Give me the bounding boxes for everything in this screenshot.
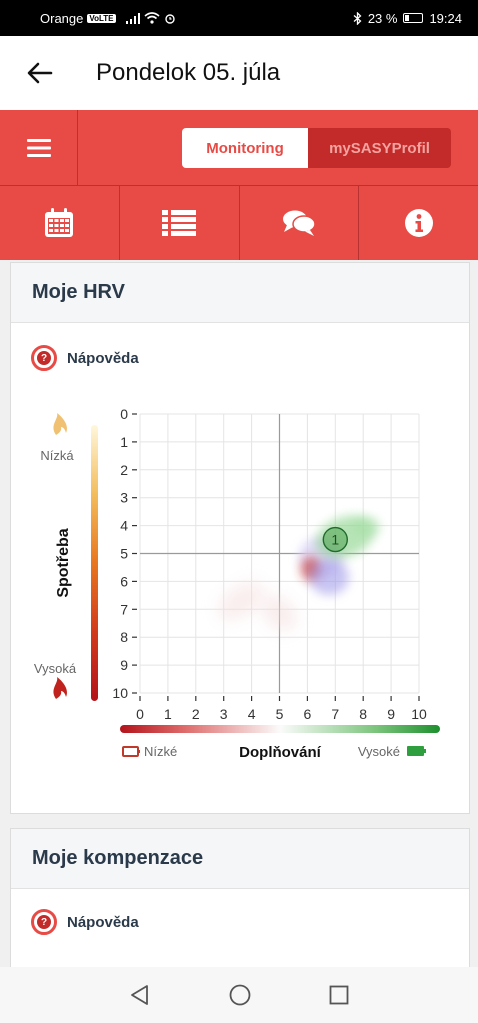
tab-monitoring[interactable]: Monitoring <box>182 128 308 168</box>
calendar-icon <box>45 208 74 237</box>
battery-icon <box>403 13 424 23</box>
hrv-card-title: Moje HRV <box>11 263 469 323</box>
comments-icon <box>282 210 316 236</box>
x-tick-label: 0 <box>136 706 144 722</box>
system-nav-bar <box>0 967 478 1023</box>
nav-recents-button[interactable] <box>329 985 349 1005</box>
y-tick-label: 5 <box>120 546 128 562</box>
consumption-high-label: Vysoká <box>34 661 77 676</box>
top-toolbar: Monitoring mySASYProfil <box>0 110 478 186</box>
compensation-help-link[interactable]: ? Nápověda <box>31 909 139 935</box>
messages-button[interactable] <box>240 186 360 260</box>
compensation-card: Moje kompenzace ? Nápověda <box>10 828 470 967</box>
data-point-label: 1 <box>331 532 339 548</box>
question-icon: ? <box>31 909 57 935</box>
x-tick-label: 5 <box>276 706 284 722</box>
battery-percent: 23 % <box>367 10 398 26</box>
status-bar: Orange VoLTE 23 % 19:24 <box>0 0 478 36</box>
refill-low-label: Nízké <box>144 744 177 759</box>
consumption-scale-bar <box>91 425 98 701</box>
x-tick-label: 6 <box>304 706 312 722</box>
content-area[interactable]: Moje HRV ? Nápověda <box>0 260 478 967</box>
y-tick-label: 8 <box>120 629 128 645</box>
flame-dark-icon <box>53 677 67 699</box>
y-tick-label: 10 <box>112 685 128 701</box>
y-tick-label: 1 <box>120 434 128 450</box>
x-tick-label: 10 <box>411 706 427 722</box>
x-tick-label: 8 <box>359 706 367 722</box>
consumption-low-label: Nízká <box>40 448 74 463</box>
x-tick-label: 4 <box>248 706 256 722</box>
list-icon <box>162 210 197 236</box>
y-tick-label: 4 <box>120 518 128 534</box>
x-tick-label: 9 <box>387 706 395 722</box>
y-tick-label: 3 <box>120 490 128 506</box>
y-tick-label: 2 <box>120 462 128 478</box>
refill-scale-bar <box>120 725 440 733</box>
app-bar: Pondelok 05. júla <box>0 36 478 110</box>
arrow-left-icon <box>27 62 53 84</box>
calendar-button[interactable] <box>0 186 120 260</box>
x-tick-label: 3 <box>220 706 228 722</box>
consumption-axis-title: Spotřeba <box>55 528 72 597</box>
refill-axis-title: Doplňování <box>239 744 321 761</box>
chart-grid: 0 0 1 1 2 2 3 3 4 4 5 5 6 6 7 7 8 8 9 9 10 10 <box>112 406 427 722</box>
hrv-help-label: Nápověda <box>67 349 139 367</box>
carrier-name: Orange <box>40 10 84 26</box>
hamburger-icon <box>26 139 51 157</box>
compensation-help-label: Nápověda <box>67 913 139 931</box>
hrv-help-link[interactable]: ? Nápověda <box>31 345 139 371</box>
back-button[interactable] <box>0 36 80 110</box>
battery-high-icon <box>407 746 424 756</box>
section-nav <box>0 186 478 260</box>
info-button[interactable] <box>359 186 478 260</box>
tab-mysasyprofil[interactable]: mySASYProfil <box>308 128 451 168</box>
compensation-card-title: Moje kompenzace <box>11 829 469 889</box>
x-tick-label: 2 <box>192 706 200 722</box>
x-tick-label: 7 <box>331 706 339 722</box>
x-tick-label: 1 <box>164 706 172 722</box>
hrv-card: Moje HRV ? Nápověda <box>10 262 470 814</box>
list-button[interactable] <box>120 186 240 260</box>
alarm-icon <box>164 14 175 24</box>
nav-home-button[interactable] <box>229 984 251 1006</box>
wifi-icon <box>144 12 160 24</box>
density-blobs <box>218 515 380 631</box>
clock: 19:24 <box>429 10 462 26</box>
menu-button[interactable] <box>0 110 78 186</box>
y-tick-label: 7 <box>120 601 128 617</box>
page-title: Pondelok 05. júla <box>96 59 281 86</box>
hrv-chart: Nízká Spotřeba Vysoká 0 0 1 1 2 2 3 3 4 4 5 5 6 6 7 7 8 8… <box>34 406 440 761</box>
y-tick-label: 9 <box>120 657 128 673</box>
flame-light-icon <box>53 413 67 435</box>
info-icon <box>404 209 433 237</box>
signal-icon <box>125 12 140 24</box>
y-tick-label: 6 <box>120 573 128 589</box>
question-icon: ? <box>31 345 57 371</box>
bluetooth-icon <box>353 11 362 25</box>
refill-high-label: Vysoké <box>358 744 400 759</box>
chart-points: 1 <box>322 526 348 553</box>
data-point[interactable] <box>322 526 348 553</box>
battery-low-icon <box>122 746 139 757</box>
y-tick-label: 0 <box>120 406 128 422</box>
view-switch: Monitoring mySASYProfil <box>182 128 451 168</box>
volte-badge: VoLTE <box>87 13 116 23</box>
nav-back-button[interactable] <box>129 984 151 1006</box>
